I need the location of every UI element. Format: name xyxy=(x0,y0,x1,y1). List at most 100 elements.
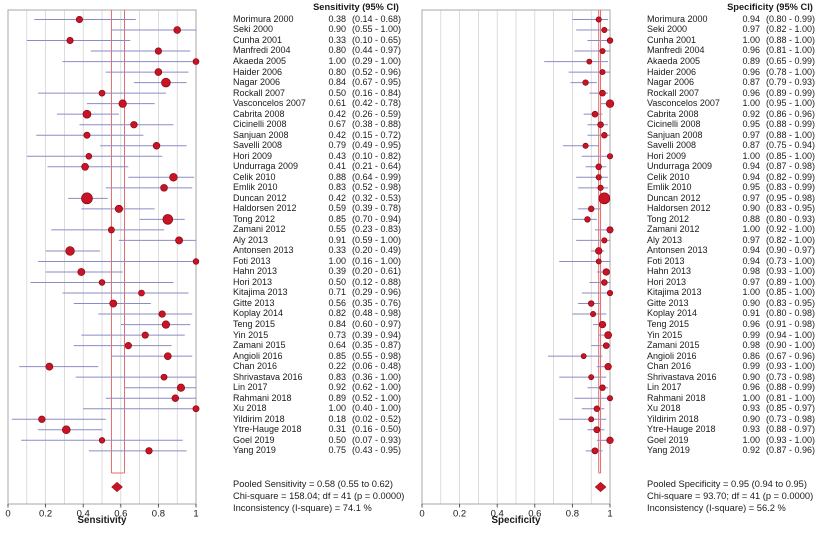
ci-point xyxy=(606,289,614,297)
study-row: Cabrita 2008 0.92 (0.86 - 0.96) xyxy=(414,109,824,120)
study-ci: (0.82 - 1.00) xyxy=(766,24,816,35)
study-label: Chan 2016 xyxy=(647,361,692,372)
study-ci: (0.88 - 0.99) xyxy=(766,119,816,130)
study-label: Lin 2017 xyxy=(233,382,268,393)
study-label: Haider 2006 xyxy=(233,66,283,77)
study-row: Foti 2013 0.94 (0.73 - 1.00) xyxy=(414,256,824,267)
study-label: Goel 2019 xyxy=(647,434,689,445)
study-label: Koplay 2014 xyxy=(647,308,698,319)
study-row: Emlik 2010 0.83 (0.52 - 0.98) xyxy=(0,182,412,193)
ci-point xyxy=(124,342,132,350)
study-ci: (0.91 - 0.98) xyxy=(766,318,816,329)
study-value: 0.92 xyxy=(328,382,346,393)
study-label: Rahmani 2018 xyxy=(647,392,706,403)
study-label: Shrivastava 2016 xyxy=(233,371,303,382)
study-row: Seki 2000 0.90 (0.55 - 1.00) xyxy=(0,24,412,35)
study-row: Yang 2019 0.92 (0.87 - 0.96) xyxy=(414,445,824,456)
study-value: 0.55 xyxy=(328,224,346,235)
study-ci: (0.48 - 0.98) xyxy=(352,308,402,319)
study-label: Nagar 2006 xyxy=(647,77,695,88)
ci-point xyxy=(75,15,83,24)
study-label: Morimura 2000 xyxy=(647,13,708,24)
study-ci: (0.39 - 0.78) xyxy=(352,203,402,214)
study-value: 0.86 xyxy=(742,350,760,361)
study-row: Kitajima 2013 0.71 (0.29 - 0.96) xyxy=(0,287,412,298)
study-ci: (0.93 - 1.00) xyxy=(766,266,816,277)
study-value: 1.00 xyxy=(742,392,760,403)
axis-tick-label: 0.4 xyxy=(77,509,90,520)
ci-point xyxy=(582,79,589,86)
study-row: Celik 2010 0.94 (0.82 - 0.99) xyxy=(414,172,824,183)
sensitivity-pooled-stats: Pooled Sensitivity = 0.58 (0.55 to 0.62)… xyxy=(233,479,404,514)
sensitivity-panel: 0 0.2 0.4 0.6 0.8 1 Sensitivity (95% CI) Mori… xyxy=(0,2,412,526)
study-ci: (0.83 - 0.95) xyxy=(766,203,816,214)
axis-tick-label: 1 xyxy=(193,509,198,520)
study-value: 0.59 xyxy=(328,203,346,214)
ci-point xyxy=(595,258,602,265)
sensitivity-study-rows: Morimura 2000 0.38 (0.14 - 0.68) Seki 2000 0… xyxy=(0,13,412,456)
ci-point xyxy=(109,299,118,308)
ci-point xyxy=(580,353,587,360)
study-ci: (0.10 - 0.82) xyxy=(352,150,402,161)
study-value: 0.96 xyxy=(742,318,760,329)
study-row: Manfredi 2004 0.80 (0.44 - 0.97) xyxy=(0,45,412,56)
ci-point xyxy=(114,204,123,213)
sensitivity-forest-plot: 0 0.2 0.4 0.6 0.8 1 xyxy=(5,9,200,520)
axis-tick-label: 0.2 xyxy=(453,509,466,520)
study-value: 0.88 xyxy=(328,171,346,182)
study-value: 1.00 xyxy=(742,287,760,298)
study-ci: (0.07 - 0.93) xyxy=(352,434,402,445)
study-row: Rahmani 2018 0.89 (0.52 - 1.00) xyxy=(0,393,412,404)
study-ci: (0.14 - 0.68) xyxy=(352,13,402,24)
study-ci: (0.85 - 1.00) xyxy=(766,150,816,161)
ci-point xyxy=(593,426,601,434)
study-value: 0.73 xyxy=(328,329,346,340)
study-ci: (0.70 - 0.94) xyxy=(352,213,402,224)
study-label: Angioli 2016 xyxy=(647,350,697,361)
ci-point xyxy=(160,184,168,192)
study-ci: (0.29 - 0.96) xyxy=(352,287,402,298)
study-label: Yin 2015 xyxy=(233,329,269,340)
study-value: 0.22 xyxy=(328,361,346,372)
study-ci: (0.12 - 0.88) xyxy=(352,276,402,287)
ci-point xyxy=(107,226,115,234)
study-label: Haldorsen 2012 xyxy=(647,203,711,214)
study-label: Cunha 2001 xyxy=(647,34,697,45)
study-row: Haldorsen 2012 0.59 (0.39 - 0.78) xyxy=(0,203,412,214)
ci-point xyxy=(604,331,612,339)
study-row: Rockall 2007 0.96 (0.89 - 0.99) xyxy=(414,88,824,99)
study-value: 0.91 xyxy=(328,234,346,245)
study-ci: (0.90 - 0.97) xyxy=(766,245,816,256)
study-label: Xu 2018 xyxy=(647,403,681,414)
ci-point xyxy=(590,311,597,318)
study-label: Vasconcelos 2007 xyxy=(233,98,306,109)
ci-point xyxy=(175,236,183,245)
study-value: 0.82 xyxy=(328,308,346,319)
study-row: Savelli 2008 0.79 (0.49 - 0.95) xyxy=(0,140,412,151)
study-value: 0.83 xyxy=(328,182,346,193)
ci-point xyxy=(582,142,589,149)
study-ci: (0.94 - 1.00) xyxy=(766,329,816,340)
study-label: Savelli 2008 xyxy=(647,140,697,151)
study-row: Sanjuan 2008 0.42 (0.15 - 0.72) xyxy=(0,130,412,141)
study-value: 0.75 xyxy=(328,445,346,456)
study-value: 0.80 xyxy=(328,66,346,77)
study-value: 0.92 xyxy=(742,108,760,119)
study-value: 0.94 xyxy=(742,245,760,256)
study-label: Kitajima 2013 xyxy=(647,287,702,298)
study-value: 0.56 xyxy=(328,297,346,308)
study-row: Nagar 2006 0.87 (0.79 - 0.93) xyxy=(414,77,824,88)
ci-point xyxy=(192,405,200,413)
ci-point xyxy=(192,58,200,65)
study-value: 0.97 xyxy=(742,234,760,245)
inconsistency-line: Inconsistency (I-square) = 56.2 % xyxy=(647,502,786,513)
study-label: Hahn 2013 xyxy=(647,266,692,277)
study-label: Antonsen 2013 xyxy=(647,245,708,256)
study-label: Zamani 2012 xyxy=(233,224,286,235)
study-label: Morimura 2000 xyxy=(233,13,294,24)
study-row: Cunha 2001 0.33 (0.10 - 0.65) xyxy=(0,35,412,46)
study-label: Xu 2018 xyxy=(233,403,267,414)
study-value: 0.94 xyxy=(742,161,760,172)
study-row: Haider 2006 0.96 (0.78 - 1.00) xyxy=(414,67,824,78)
